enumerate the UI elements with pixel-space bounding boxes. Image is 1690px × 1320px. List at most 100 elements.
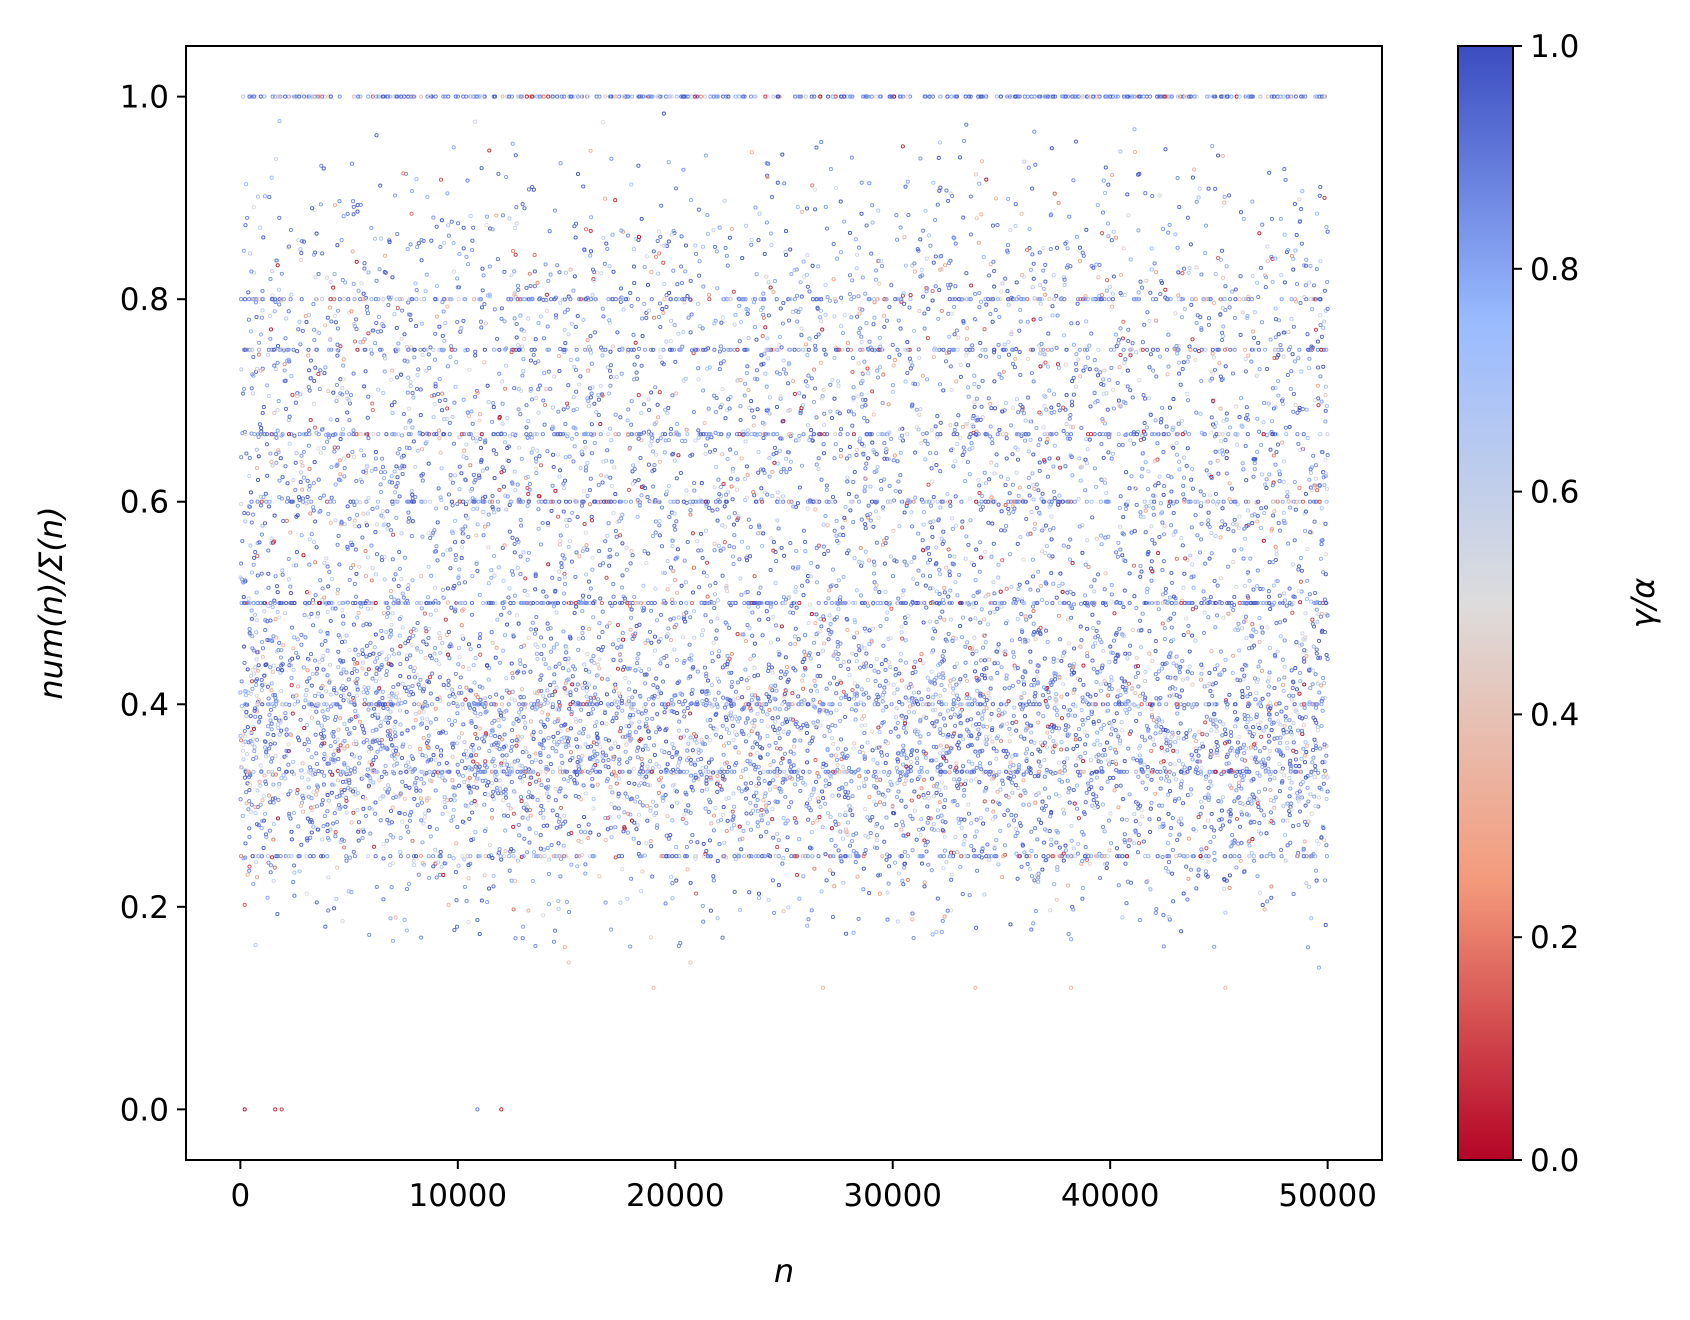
scatter-point	[582, 489, 587, 494]
scatter-point	[313, 593, 318, 598]
scatter-point	[353, 647, 358, 652]
scatter-point	[586, 579, 592, 584]
scatter-point	[442, 338, 447, 343]
scatter-point	[973, 578, 978, 583]
scatter-point	[767, 743, 772, 748]
scatter-point	[386, 720, 391, 725]
scatter-point	[1055, 362, 1061, 367]
scatter-point	[816, 264, 821, 269]
scatter-point	[366, 394, 371, 399]
scatter-point	[289, 829, 294, 834]
scatter-point	[1237, 824, 1243, 829]
scatter-point	[872, 563, 877, 568]
scatter-point	[1120, 684, 1125, 689]
scatter-point	[537, 454, 542, 459]
scatter-point	[469, 767, 474, 772]
scatter-point	[951, 691, 956, 696]
scatter-point	[445, 191, 450, 196]
scatter-point	[375, 749, 380, 754]
scatter-point	[255, 194, 261, 199]
scatter-point	[1199, 521, 1204, 526]
scatter-point	[1287, 505, 1293, 510]
scatter-point	[955, 850, 960, 855]
scatter-point	[269, 759, 274, 764]
scatter-point	[1010, 683, 1016, 688]
scatter-point	[1279, 847, 1284, 853]
scatter-point	[752, 641, 757, 646]
scatter-point	[325, 610, 330, 615]
scatter-point	[728, 447, 733, 452]
scatter-point	[766, 662, 771, 667]
scatter-point	[1033, 162, 1038, 167]
scatter-point	[934, 545, 939, 550]
scatter-point	[866, 456, 871, 461]
scatter-point	[1149, 748, 1154, 753]
scatter-point	[384, 838, 389, 843]
scatter-point	[547, 666, 552, 671]
scatter-point	[289, 625, 295, 630]
scatter-point	[925, 336, 930, 341]
scatter-point	[899, 678, 904, 683]
scatter-point	[427, 825, 432, 830]
scatter-point	[554, 685, 559, 690]
scatter-point	[1214, 729, 1219, 734]
scatter-point	[1313, 327, 1319, 332]
scatter-point	[1224, 417, 1229, 422]
scatter-point	[1191, 827, 1196, 832]
scatter-point	[1132, 529, 1137, 534]
scatter-point	[1132, 594, 1137, 599]
scatter-point	[771, 778, 776, 783]
scatter-point	[1036, 875, 1041, 880]
scatter-point	[1316, 403, 1321, 408]
scatter-point	[507, 502, 512, 508]
scatter-point	[654, 730, 659, 735]
scatter-point	[478, 712, 483, 717]
scatter-point	[776, 883, 781, 888]
scatter-point	[530, 705, 535, 710]
scatter-point	[969, 821, 974, 826]
scatter-point	[471, 472, 476, 477]
scatter-point	[1144, 786, 1149, 791]
scatter-point	[311, 824, 316, 829]
scatter-point	[1235, 740, 1241, 745]
scatter-point	[1307, 700, 1312, 705]
scatter-point	[296, 824, 301, 829]
scatter-point	[497, 746, 502, 752]
scatter-point	[566, 656, 571, 661]
scatter-point	[891, 682, 896, 687]
scatter-point	[1075, 743, 1080, 749]
scatter-point	[1056, 365, 1062, 370]
scatter-point	[1107, 660, 1112, 665]
scatter-point	[369, 351, 374, 356]
scatter-point	[777, 726, 782, 731]
scatter-point	[345, 765, 350, 770]
scatter-point	[813, 207, 818, 212]
scatter-point	[337, 806, 342, 811]
scatter-point	[1088, 694, 1093, 699]
scatter-point	[635, 498, 640, 503]
scatter-point	[698, 531, 704, 536]
scatter-point	[764, 692, 769, 697]
scatter-point	[643, 721, 648, 726]
scatter-point	[858, 593, 864, 598]
scatter-point	[626, 811, 631, 816]
scatter-point	[1210, 693, 1215, 699]
scatter-point	[685, 748, 690, 753]
scatter-point	[641, 430, 647, 435]
scatter-point	[688, 761, 694, 766]
scatter-point	[832, 456, 837, 461]
scatter-point	[954, 661, 960, 666]
scatter-point	[1188, 242, 1193, 247]
scatter-point	[767, 395, 772, 400]
scatter-point	[571, 459, 576, 464]
scatter-point	[400, 308, 405, 313]
scatter-point	[714, 636, 719, 641]
scatter-point	[333, 714, 339, 719]
scatter-point	[924, 605, 929, 610]
scatter-point	[1269, 254, 1274, 259]
scatter-point	[1192, 734, 1197, 739]
scatter-point	[746, 387, 751, 393]
scatter-point	[964, 353, 969, 358]
scatter-point	[846, 659, 852, 664]
